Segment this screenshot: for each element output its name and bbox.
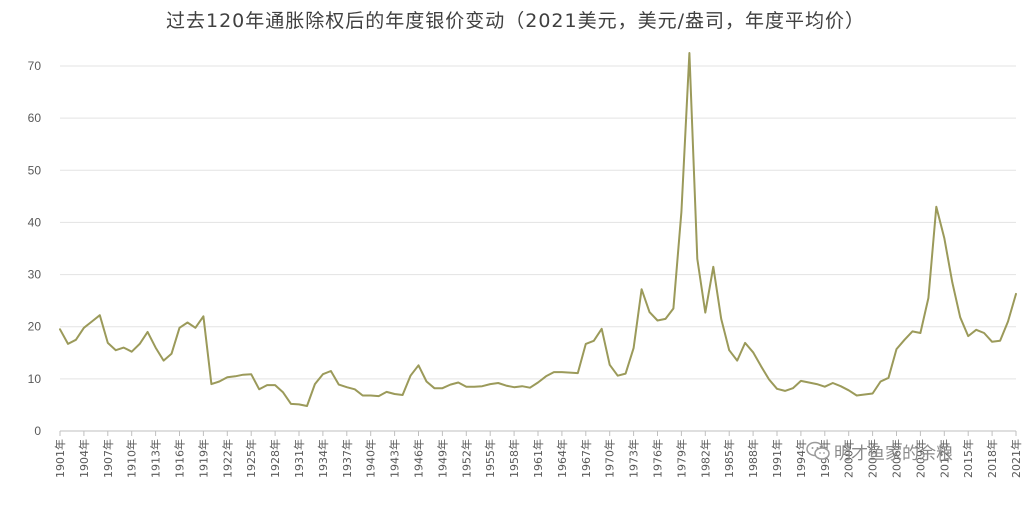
- x-tick-label: 1964年: [555, 439, 569, 478]
- chart-title: 过去120年通胀除权后的年度银价变动（2021美元，美元/盎司，年度平均价）: [165, 10, 866, 32]
- x-tick-label: 2021年: [1009, 439, 1023, 478]
- x-tick-label: 1967年: [579, 439, 593, 478]
- x-tick-label: 1913年: [149, 439, 163, 478]
- x-tick-label: 1985年: [722, 439, 736, 478]
- x-tick-label: 1919年: [196, 439, 210, 478]
- x-tick-label: 2006年: [890, 439, 904, 478]
- x-tick-label: 1907年: [101, 439, 115, 478]
- y-tick-label: 30: [28, 268, 42, 282]
- x-tick-label: 1901年: [53, 439, 67, 478]
- watermark: 明才鱼家的余粮: [806, 438, 953, 464]
- x-tick-label: 1904年: [77, 439, 91, 478]
- x-tick-label: 1961年: [531, 439, 545, 478]
- wechat-logo-icon: [806, 441, 830, 460]
- x-tick-label: 2000年: [842, 439, 856, 478]
- x-tick-label: 2009年: [913, 439, 927, 478]
- x-tick-label: 1949年: [435, 439, 449, 478]
- x-tick-label: 1982年: [698, 439, 712, 478]
- y-tick-label: 60: [28, 111, 42, 125]
- y-tick-label: 50: [28, 163, 42, 177]
- x-tick-label: 1991年: [770, 439, 784, 478]
- y-tick-label: 70: [28, 59, 42, 73]
- x-tick-label: 2012年: [937, 439, 951, 478]
- x-tick-label: 1916年: [173, 439, 187, 478]
- y-tick-label: 10: [28, 372, 42, 386]
- x-tick-label: 2018年: [985, 439, 999, 478]
- y-tick-label: 20: [28, 320, 42, 334]
- x-tick-label: 1922年: [220, 439, 234, 478]
- x-tick-label: 1952年: [459, 439, 473, 478]
- x-tick-label: 1940年: [364, 439, 378, 478]
- x-tick-label: 1943年: [388, 439, 402, 478]
- y-tick-label: 40: [28, 215, 42, 229]
- x-tick-label: 1910年: [125, 439, 139, 478]
- x-tick-label: 1934年: [316, 439, 330, 478]
- x-tick-label: 1955年: [483, 439, 497, 478]
- x-tick-label: 1970年: [603, 439, 617, 478]
- x-tick-label: 2015年: [961, 439, 975, 478]
- x-tick-label: 1979年: [674, 439, 688, 478]
- x-tick-label: 2003年: [866, 439, 880, 478]
- x-tick-label: 1976年: [651, 439, 665, 478]
- y-tick-label: 0: [34, 424, 41, 438]
- x-tick-label: 1973年: [627, 439, 641, 478]
- x-tick-label: 1946年: [412, 439, 426, 478]
- x-tick-label: 1988年: [746, 439, 760, 478]
- x-tick-label: 1931年: [292, 439, 306, 478]
- watermark-text: 明才鱼家的余粮: [834, 443, 953, 464]
- x-tick-label: 1925年: [244, 439, 258, 478]
- x-tick-label: 1937年: [340, 439, 354, 478]
- x-tick-label: 1958年: [507, 439, 521, 478]
- x-tick-label: 1928年: [268, 439, 282, 478]
- x-tick-label: 1994年: [794, 439, 808, 478]
- silver-price-line: [59, 52, 1017, 407]
